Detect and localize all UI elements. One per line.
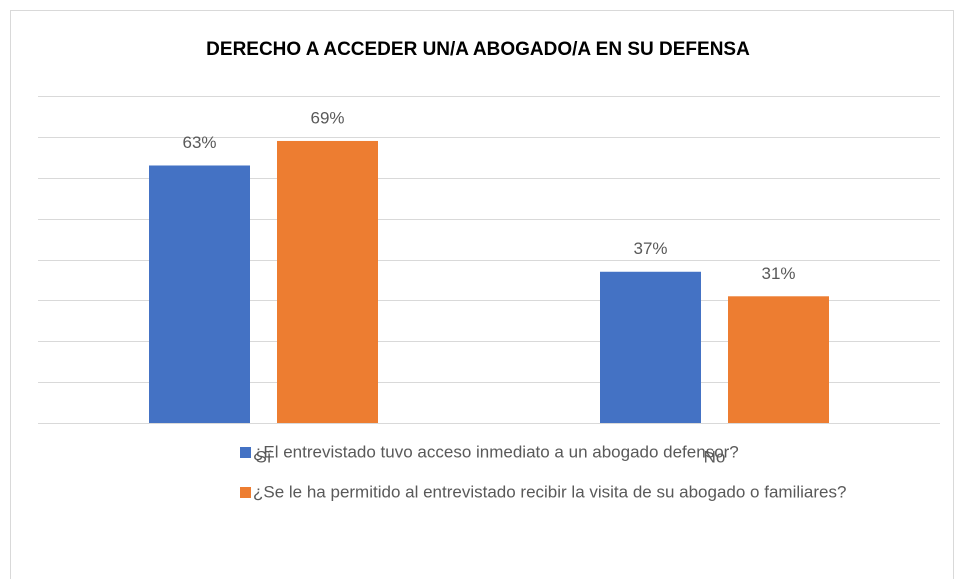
x-tick-label: No	[704, 447, 726, 466]
bar	[600, 271, 701, 423]
legend-label: ¿Se le ha permitido al entrevistado reci…	[253, 482, 846, 501]
x-tick-label: Sí	[255, 447, 271, 466]
legend-swatch	[240, 487, 251, 498]
data-label: 63%	[182, 133, 216, 152]
bar	[149, 165, 250, 424]
chart-title: DERECHO A ACCEDER UN/A ABOGADO/A EN SU D…	[206, 39, 750, 60]
data-label: 31%	[761, 264, 795, 283]
data-label: 69%	[310, 108, 344, 127]
legend-label: ¿El entrevistado tuvo acceso inmediato a…	[253, 442, 739, 461]
bar	[728, 296, 829, 423]
legend-swatch	[240, 447, 251, 458]
bar	[277, 140, 378, 423]
data-label: 37%	[633, 239, 667, 258]
